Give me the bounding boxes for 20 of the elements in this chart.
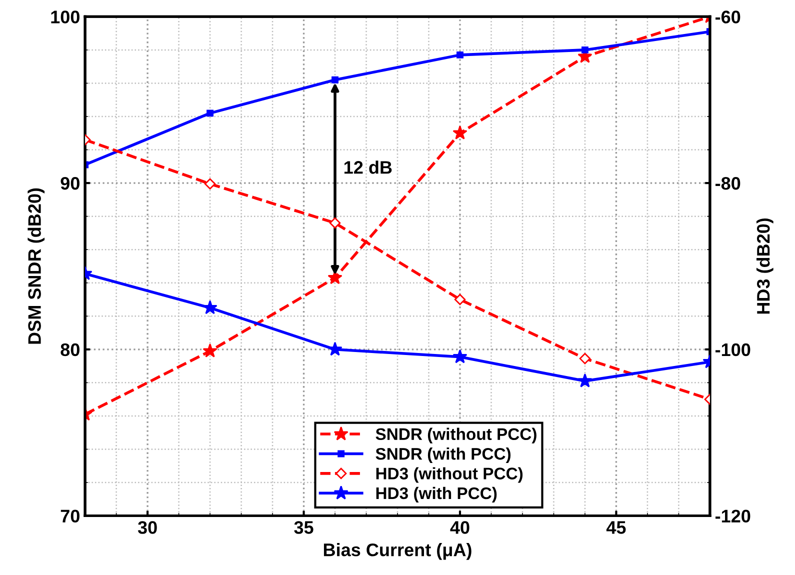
x-tick-label: 40 (450, 521, 470, 534)
y2-tick-label: -120 (716, 510, 750, 522)
annotation: 12 dB (344, 160, 392, 174)
y-tick-label: 90 (60, 176, 80, 190)
y2-tick-label: -60 (716, 10, 740, 24)
x-axis-title: Bias Current (μA) (324, 543, 472, 560)
y-tick-label: 80 (60, 343, 80, 356)
x-tick-label: 35 (294, 521, 314, 534)
y-axis-title: DSM SNDR (dB20) (28, 188, 45, 344)
x-tick-label: 45 (606, 521, 626, 534)
legend-label: SNDR (with PCC) (376, 448, 511, 464)
legend-label: HD3 (with PCC) (376, 486, 497, 502)
legend-label: SNDR (without PCC) (376, 428, 536, 444)
x-tick-label: 30 (138, 521, 157, 534)
y2-tick-label: -80 (716, 176, 740, 190)
y2-axis-title: HD3 (dB20) (756, 218, 774, 314)
y2-tick-label: -100 (716, 343, 750, 356)
y-tick-label: 70 (60, 510, 80, 522)
legend-label: HD3 (without PCC) (376, 467, 523, 483)
y-tick-label: 100 (51, 10, 80, 24)
